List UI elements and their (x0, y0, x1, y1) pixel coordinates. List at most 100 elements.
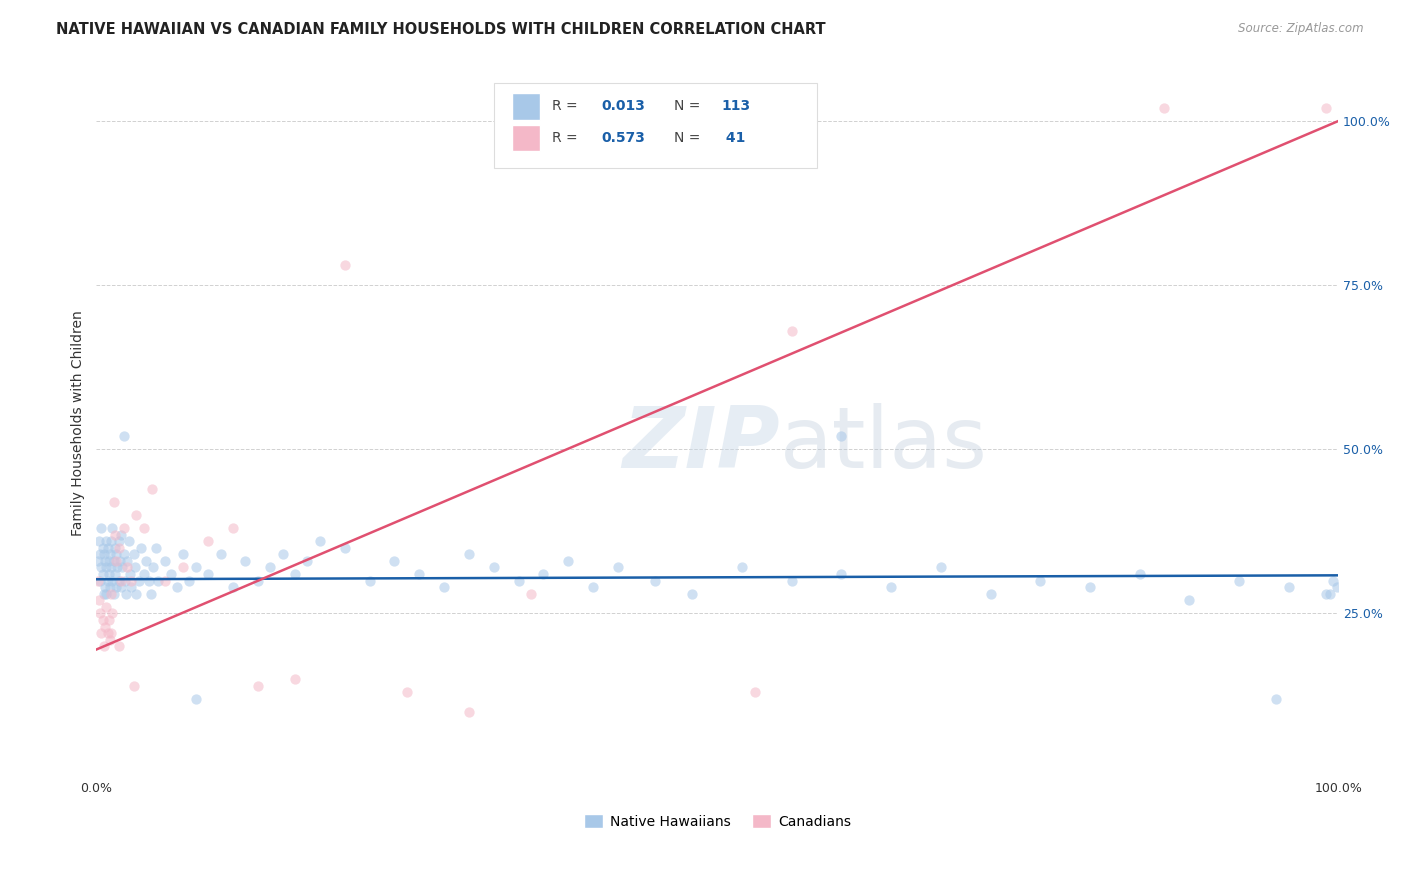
Y-axis label: Family Households with Children: Family Households with Children (72, 310, 86, 536)
Point (103, 587, 125, 601)
Point (90, 560, 112, 574)
Point (271, 547, 294, 561)
Point (103, 495, 125, 509)
Point (122, 679, 145, 693)
Point (138, 574, 160, 588)
Point (458, 547, 481, 561)
Point (284, 672, 307, 686)
Text: 0.573: 0.573 (602, 131, 645, 145)
Point (117, 554, 139, 568)
Point (91, 613, 114, 627)
Point (1128, 567, 1150, 582)
Point (780, 574, 803, 588)
Text: NATIVE HAWAIIAN VS CANADIAN FAMILY HOUSEHOLDS WITH CHILDREN CORRELATION CHART: NATIVE HAWAIIAN VS CANADIAN FAMILY HOUSE… (56, 22, 825, 37)
Point (96, 541, 118, 555)
Point (880, 580, 903, 594)
Point (100, 560, 122, 574)
Point (114, 574, 136, 588)
Point (97, 613, 120, 627)
Point (139, 587, 162, 601)
Point (1153, 101, 1175, 115)
Point (1326, 580, 1348, 594)
Point (644, 574, 666, 588)
Point (87, 534, 110, 549)
Point (197, 567, 219, 582)
Text: 0.013: 0.013 (602, 99, 645, 113)
Point (93, 587, 115, 601)
Point (980, 587, 1002, 601)
Point (222, 521, 245, 535)
Point (831, 429, 853, 443)
Point (112, 547, 135, 561)
Point (93, 547, 115, 561)
Point (1178, 593, 1201, 607)
Point (246, 679, 269, 693)
Point (96, 560, 118, 574)
Point (103, 554, 125, 568)
Text: R =: R = (553, 99, 582, 113)
Point (1078, 580, 1101, 594)
Point (96, 587, 118, 601)
Point (433, 580, 456, 594)
Point (482, 560, 505, 574)
Point (132, 567, 155, 582)
Point (91, 541, 114, 555)
Point (94, 619, 117, 633)
Point (91, 567, 114, 582)
Point (1265, 691, 1288, 706)
Point (89, 607, 111, 621)
Point (89, 574, 111, 588)
Point (1322, 574, 1344, 588)
Text: atlas: atlas (779, 403, 987, 486)
Point (160, 567, 183, 582)
Point (929, 560, 952, 574)
Point (1029, 574, 1052, 588)
Point (508, 574, 530, 588)
Point (107, 560, 129, 574)
Point (297, 554, 319, 568)
Point (100, 587, 122, 601)
Point (1319, 587, 1341, 601)
Point (94, 554, 117, 568)
Point (101, 574, 124, 588)
Point (172, 547, 194, 561)
Bar (512, 93, 540, 120)
Point (87, 593, 110, 607)
Point (132, 521, 155, 535)
Text: Source: ZipAtlas.com: Source: ZipAtlas.com (1239, 22, 1364, 36)
Point (120, 580, 142, 594)
Text: 113: 113 (721, 99, 751, 113)
Point (100, 534, 122, 549)
Point (90, 626, 112, 640)
Point (97, 554, 120, 568)
Text: N =: N = (673, 99, 704, 113)
Point (117, 534, 139, 549)
Point (128, 574, 150, 588)
Bar (512, 125, 540, 152)
Text: ZIP: ZIP (621, 403, 779, 486)
Point (1277, 580, 1299, 594)
Point (86, 554, 108, 568)
Point (520, 587, 543, 601)
Point (744, 685, 766, 699)
Point (731, 560, 754, 574)
FancyBboxPatch shape (494, 83, 817, 168)
Point (125, 508, 148, 522)
Point (184, 560, 207, 574)
Point (309, 534, 332, 549)
Point (105, 554, 128, 568)
Point (107, 639, 129, 653)
Point (179, 574, 201, 588)
Point (557, 554, 579, 568)
Point (86, 574, 108, 588)
Point (607, 560, 630, 574)
Point (1315, 101, 1337, 115)
Point (107, 541, 129, 555)
Point (117, 560, 139, 574)
Point (122, 547, 145, 561)
Point (94, 580, 117, 594)
Point (110, 527, 132, 541)
Point (222, 580, 245, 594)
Point (108, 554, 131, 568)
Point (124, 560, 146, 574)
